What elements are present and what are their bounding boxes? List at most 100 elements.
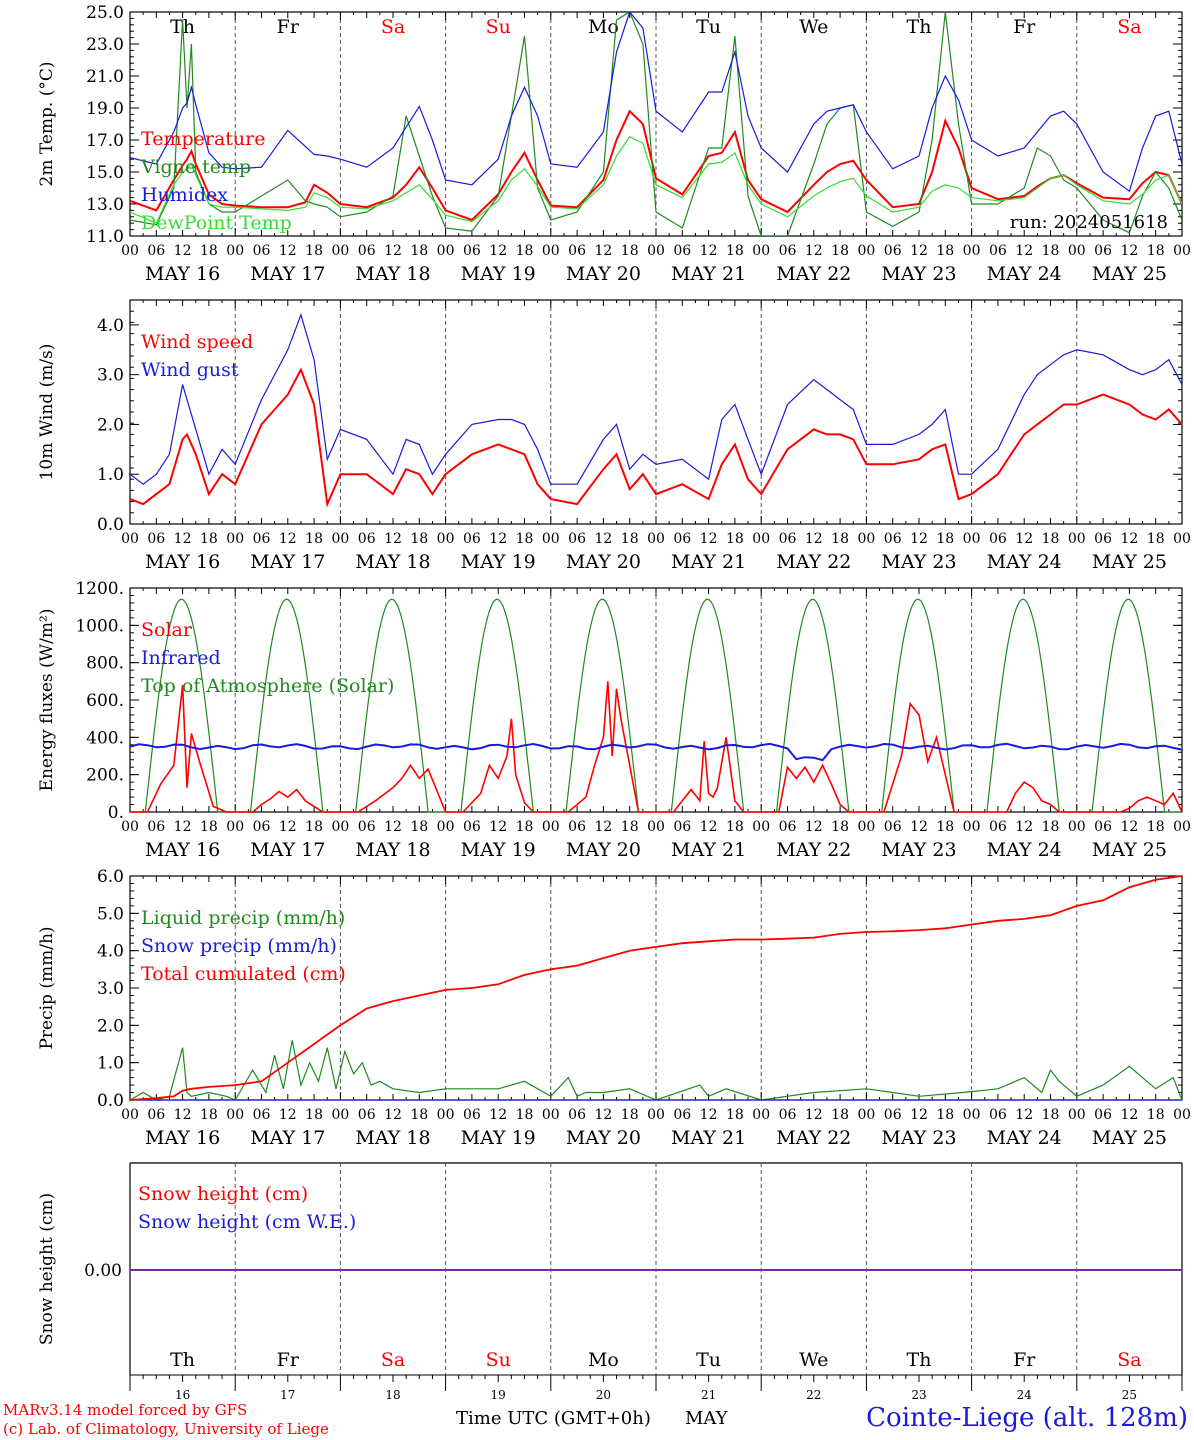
hour-label: 06 (779, 531, 797, 547)
hour-label: 12 (1120, 819, 1138, 835)
hour-label: 00 (647, 243, 665, 259)
hour-label: 06 (1094, 243, 1112, 259)
date-label: MAY 22 (776, 263, 851, 285)
hour-label: 00 (752, 1107, 770, 1123)
hour-label: 00 (963, 243, 981, 259)
hour-label: 06 (673, 819, 691, 835)
hour-label: 12 (489, 1107, 507, 1123)
y-tick-label: 19.0 (86, 99, 124, 119)
hour-label: 00 (963, 819, 981, 835)
hour-label: 00 (1173, 1107, 1191, 1123)
day-name: Fr (277, 1349, 300, 1371)
date-label: MAY 20 (566, 1127, 641, 1149)
date-label: MAY 21 (671, 839, 746, 861)
hour-label: 12 (1015, 1107, 1033, 1123)
date-label: MAY 19 (461, 551, 536, 573)
hour-label: 06 (358, 1107, 376, 1123)
y-tick-label: 1.0 (97, 1054, 124, 1074)
hour-label: 12 (700, 531, 718, 547)
date-label: MAY 21 (671, 1127, 746, 1149)
y-axis-label: Snow height (cm) (37, 1193, 57, 1345)
hour-label: 12 (489, 531, 507, 547)
hour-label: 06 (884, 531, 902, 547)
day-number: 18 (385, 1388, 400, 1402)
hour-label: 06 (1094, 819, 1112, 835)
hour-label: 18 (1147, 819, 1165, 835)
hour-label: 06 (989, 819, 1007, 835)
hour-label: 18 (1042, 819, 1060, 835)
hour-label: 18 (831, 819, 849, 835)
hour-label: 00 (647, 819, 665, 835)
panel-1: 11.0 13.0 15.0 17.0 19.0 21.0 23.0 25.0 2m Temp.… (37, 3, 1191, 285)
hour-label: 06 (568, 531, 586, 547)
day-name: Fr (1013, 16, 1036, 38)
hour-label: 00 (437, 1107, 455, 1123)
hour-label: 12 (384, 243, 402, 259)
y-tick-label: 600. (86, 691, 124, 711)
hour-label: 18 (1147, 531, 1165, 547)
hour-label: 18 (200, 531, 218, 547)
date-label: MAY 21 (671, 263, 746, 285)
hour-label: 00 (331, 531, 349, 547)
time-axis-title: Time UTC (GMT+0h) (456, 1408, 651, 1429)
date-label: MAY 25 (1092, 551, 1167, 573)
hour-label: 06 (253, 1107, 271, 1123)
hour-label: 12 (910, 243, 928, 259)
hour-label: 06 (568, 1107, 586, 1123)
date-label: MAY 17 (250, 551, 325, 573)
model-credit: MARv3.14 model forced by GFS (3, 1401, 247, 1419)
hour-label: 12 (910, 819, 928, 835)
hour-label: 12 (279, 819, 297, 835)
footer: MARv3.14 model forced by GFS (c) Lab. of… (3, 1401, 1188, 1438)
hour-label: 00 (963, 531, 981, 547)
line-top-of-atmosphere (130, 598, 1182, 813)
date-label: MAY 24 (987, 839, 1062, 861)
date-label: MAY 23 (881, 551, 956, 573)
hour-label: 00 (647, 531, 665, 547)
hour-label: 00 (226, 819, 244, 835)
hour-label: 06 (358, 243, 376, 259)
hour-label: 00 (752, 531, 770, 547)
hour-label: 18 (936, 243, 954, 259)
y-tick-label: 0.00 (84, 1261, 122, 1281)
date-label: MAY 22 (776, 551, 851, 573)
hour-label: 12 (1120, 531, 1138, 547)
station-label: Cointe-Liege (alt. 128m) (866, 1403, 1188, 1433)
y-tick-label: 2.0 (97, 415, 124, 435)
legend-entry: Snow height (cm) (138, 1183, 308, 1205)
date-label: MAY 18 (355, 263, 430, 285)
hour-label: 18 (726, 531, 744, 547)
y-tick-label: 800. (86, 654, 124, 674)
date-label: MAY 18 (355, 1127, 430, 1149)
hour-label: 00 (331, 243, 349, 259)
hour-label: 06 (568, 243, 586, 259)
day-number: 16 (175, 1388, 190, 1402)
y-tick-label: 4.0 (97, 316, 124, 336)
y-tick-label: 11.0 (86, 227, 124, 247)
hour-label: 18 (305, 243, 323, 259)
hour-label: 00 (1068, 1107, 1086, 1123)
day-name: Tu (696, 16, 721, 38)
panel-2: 0.0 1.0 2.0 3.0 4.0 10m Wind (m/s) Wind speed W… (37, 299, 1191, 573)
y-tick-label: 17.0 (86, 131, 124, 151)
y-axis-label: 2m Temp. (°C) (37, 61, 57, 186)
date-label: MAY 19 (461, 263, 536, 285)
date-label: MAY 25 (1092, 839, 1167, 861)
date-label: MAY 23 (881, 1127, 956, 1149)
date-label: MAY 18 (355, 839, 430, 861)
date-label: MAY 16 (145, 263, 220, 285)
hour-label: 06 (673, 243, 691, 259)
hour-label: 00 (121, 531, 139, 547)
y-tick-label: 0.0 (97, 1091, 124, 1111)
legend-entry: Infrared (141, 647, 221, 669)
hour-label: 06 (358, 531, 376, 547)
y-tick-label: 6.0 (97, 867, 124, 887)
hour-label: 12 (174, 531, 192, 547)
y-axis-label: 10m Wind (m/s) (37, 344, 57, 481)
y-tick-label: 1000. (75, 616, 124, 636)
hour-label: 18 (726, 819, 744, 835)
legend-entry: Solar (141, 619, 193, 641)
hour-label: 00 (1068, 531, 1086, 547)
hour-label: 06 (463, 243, 481, 259)
